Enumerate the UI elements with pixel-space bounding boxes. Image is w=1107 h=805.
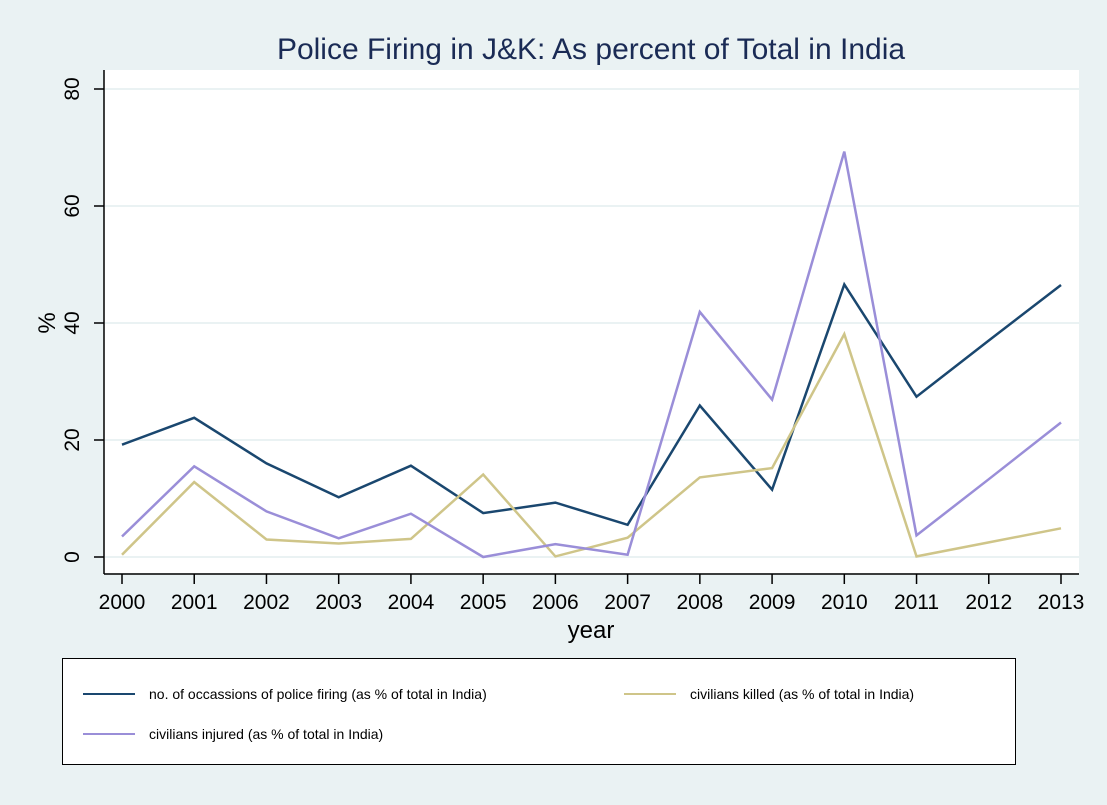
legend: no. of occassions of police firing (as %… [62, 658, 1016, 765]
legend-label-police-firing: no. of occassions of police firing (as %… [149, 686, 487, 702]
y-tick-label: 0 [61, 551, 84, 563]
y-tick-label: 40 [61, 311, 84, 334]
x-tick-label: 2010 [821, 591, 868, 614]
legend-swatch-police-firing [83, 693, 135, 695]
y-axis-title: % [34, 312, 61, 333]
x-tick-label: 2004 [388, 591, 435, 614]
legend-swatch-civilians-injured [83, 733, 135, 735]
x-tick-label: 2013 [1038, 591, 1085, 614]
plot-area [104, 70, 1079, 573]
chart-title: Police Firing in J&K: As percent of Tota… [277, 33, 905, 66]
x-tick-label: 2006 [532, 591, 579, 614]
x-tick-label: 2001 [171, 591, 218, 614]
y-tick-label: 20 [61, 428, 84, 451]
x-tick-label: 2007 [604, 591, 651, 614]
series-group [121, 151, 1062, 559]
legend-label-civilians-injured: civilians injured (as % of total in Indi… [149, 726, 384, 742]
legend-item-civilians-killed: civilians killed (as % of total in India… [624, 686, 914, 702]
x-tick-label: 2002 [243, 591, 290, 614]
legend-swatch-civilians-killed [624, 693, 676, 695]
x-tick-label: 2011 [894, 591, 939, 614]
x-axis-title: year [568, 617, 615, 644]
x-tick-label: 2000 [99, 591, 146, 614]
legend-item-civilians-injured: civilians injured (as % of total in Indi… [83, 726, 383, 742]
legend-label-civilians-killed: civilians killed (as % of total in India… [690, 686, 915, 702]
x-tick-label: 2009 [749, 591, 796, 614]
series-line-civilians-injured [121, 151, 1062, 559]
series-line-civilians-killed [121, 330, 1062, 558]
y-tick-label: 80 [61, 77, 84, 100]
y-axis-ticks: 0 20 40 60 80 [61, 77, 104, 563]
x-axis-ticks: 2000 2001 2002 2003 2004 2005 2006 2007 2008 2009… [99, 574, 1085, 614]
x-tick-label: 2003 [315, 591, 362, 614]
y-tick-label: 60 [61, 194, 84, 217]
x-tick-label: 2008 [676, 591, 723, 614]
legend-item-police-firing: no. of occassions of police firing (as %… [83, 686, 487, 702]
series-line-no-of-occassions-of-police-firing [121, 281, 1062, 527]
x-tick-label: 2005 [460, 591, 507, 614]
x-tick-label: 2012 [965, 591, 1012, 614]
